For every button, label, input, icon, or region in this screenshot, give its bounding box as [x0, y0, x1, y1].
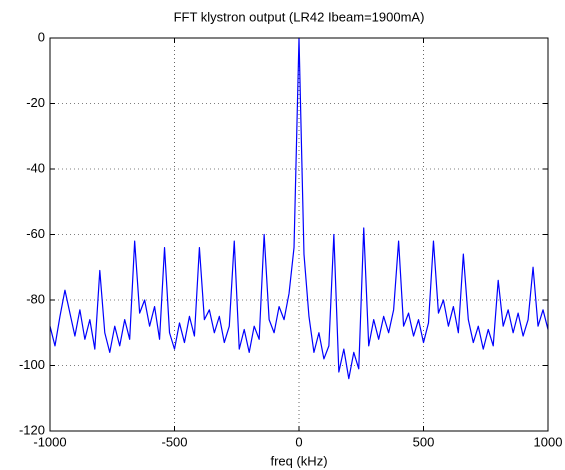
x-tick-label: -1000 — [33, 434, 66, 449]
x-tick-label: 500 — [413, 434, 435, 449]
plot-frame — [49, 37, 549, 432]
x-axis-label: freq (kHz) — [270, 453, 327, 468]
x-tick-label: 1000 — [534, 434, 563, 449]
y-tick-label: -40 — [26, 160, 45, 175]
y-tick-label: -60 — [26, 226, 45, 241]
y-tick-label: -120 — [19, 422, 45, 437]
x-tick-label: 0 — [295, 434, 302, 449]
x-tick-label: -500 — [161, 434, 187, 449]
chart-title: FFT klystron output (LR42 Ibeam=1900mA) — [174, 9, 425, 24]
y-tick-label: -20 — [26, 95, 45, 110]
y-tick-label: 0 — [38, 29, 45, 44]
y-tick-label: -100 — [19, 357, 45, 372]
y-tick-label: -80 — [26, 291, 45, 306]
